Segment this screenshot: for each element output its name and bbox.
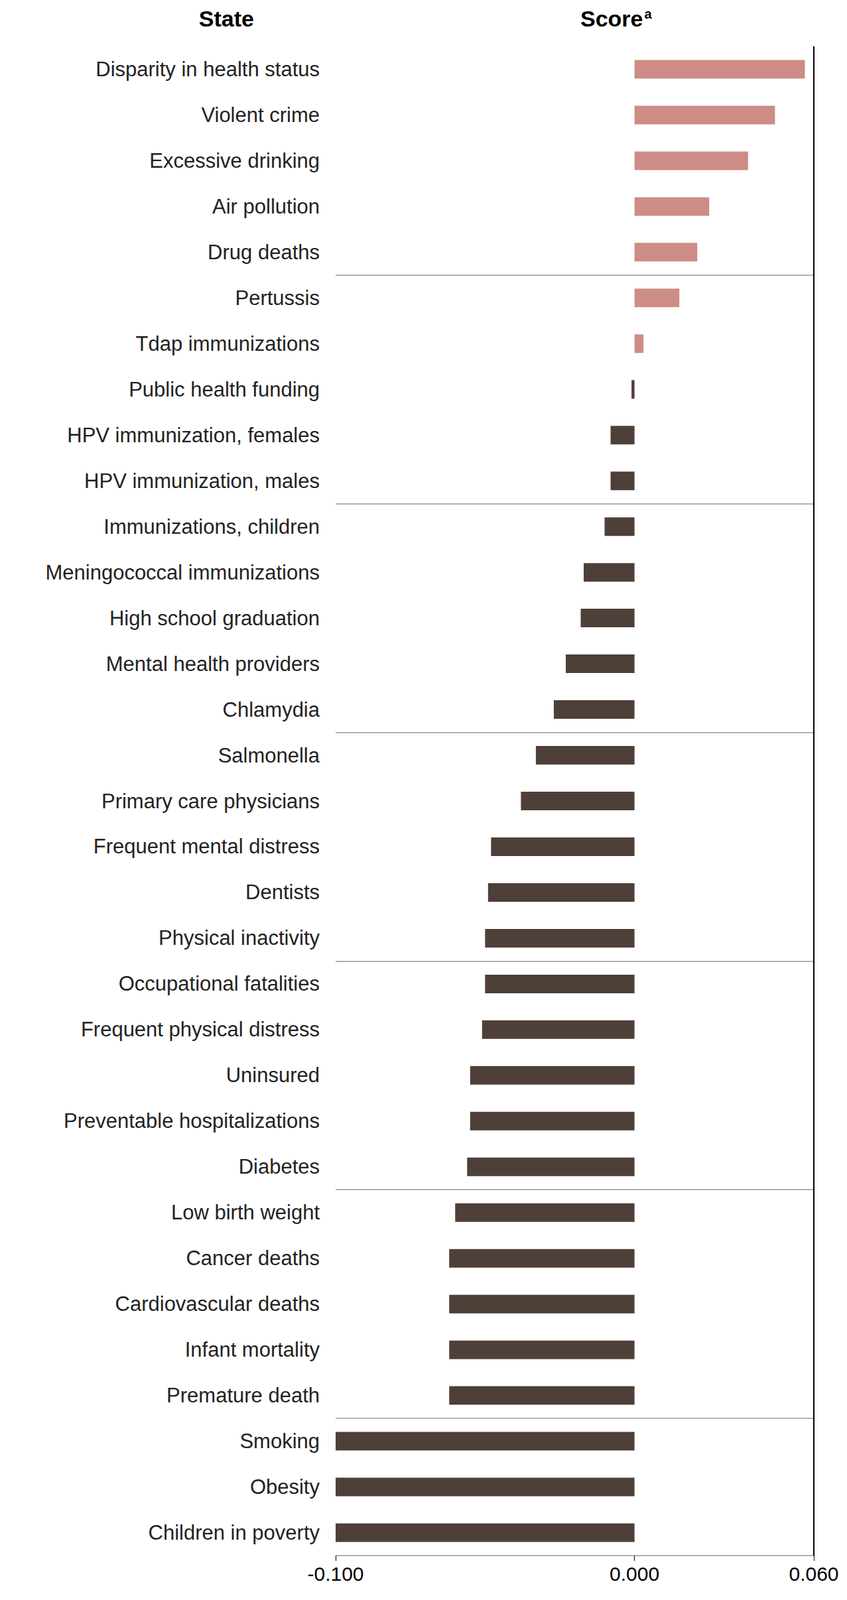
svg-text:Air pollution: Air pollution (212, 195, 320, 219)
svg-text:-0.100: -0.100 (307, 1563, 364, 1586)
svg-text:Chlamydia: Chlamydia (222, 698, 321, 722)
svg-text:Pertussis: Pertussis (235, 286, 320, 310)
svg-text:Cancer deaths: Cancer deaths (185, 1246, 320, 1271)
svg-text:Immunizations, children: Immunizations, children (103, 515, 320, 539)
svg-text:Disparity in health status: Disparity in health status (95, 57, 320, 81)
svg-text:Children in poverty: Children in poverty (148, 1521, 321, 1545)
svg-text:Uninsured: Uninsured (226, 1063, 320, 1088)
svg-text:Occupational fatalities: Occupational fatalities (118, 972, 320, 996)
svg-text:Cardiovascular deaths: Cardiovascular deaths (115, 1292, 320, 1316)
svg-text:Salmonella: Salmonella (218, 744, 321, 768)
svg-text:Excessive drinking: Excessive drinking (149, 149, 320, 173)
svg-text:Public health funding: Public health funding (128, 378, 320, 402)
svg-text:Physical inactivity: Physical inactivity (158, 926, 320, 950)
svg-text:Tdap immunizations: Tdap immunizations (135, 332, 320, 356)
svg-text:Mental health providers: Mental health providers (106, 652, 320, 676)
svg-text:Premature death: Premature death (166, 1384, 320, 1408)
svg-text:Low birth weight: Low birth weight (171, 1201, 320, 1225)
svg-text:Primary care physicians: Primary care physicians (101, 789, 320, 814)
svg-text:Frequent physical distress: Frequent physical distress (80, 1018, 320, 1042)
svg-text:Frequent mental distress: Frequent mental distress (93, 835, 320, 859)
svg-text:HPV immunization, males: HPV immunization, males (84, 469, 320, 493)
svg-text:Diabetes: Diabetes (238, 1155, 320, 1179)
svg-text:Meningococcal immunizations: Meningococcal immunizations (45, 561, 320, 585)
svg-text:Preventable hospitalizations: Preventable hospitalizations (63, 1109, 320, 1133)
svg-text:Drug deaths: Drug deaths (207, 240, 320, 264)
svg-text:State: State (198, 5, 255, 32)
svg-text:Infant mortality: Infant mortality (185, 1338, 321, 1362)
svg-text:Score: Score (580, 5, 644, 32)
svg-text:HPV immunization, females: HPV immunization, females (66, 423, 320, 448)
svg-text:a: a (644, 6, 652, 22)
svg-text:Obesity: Obesity (250, 1475, 321, 1499)
svg-text:Violent crime: Violent crime (200, 103, 320, 127)
svg-text:0.060: 0.060 (788, 1563, 839, 1586)
svg-text:0.000: 0.000 (609, 1563, 660, 1586)
svg-text:Dentists: Dentists (245, 880, 320, 905)
svg-text:Smoking: Smoking (239, 1430, 320, 1454)
svg-text:High school graduation: High school graduation (109, 606, 320, 631)
